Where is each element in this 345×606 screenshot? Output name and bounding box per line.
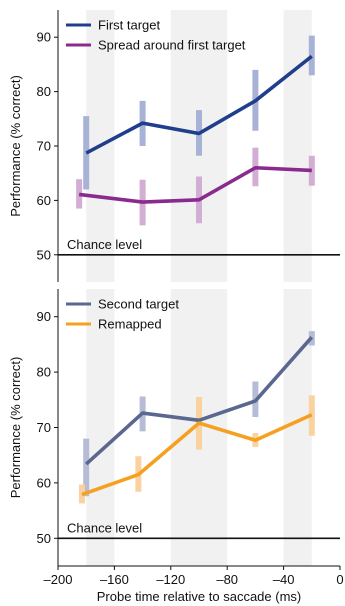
series-line (84, 336, 314, 466)
series-line (81, 413, 313, 497)
series-line (78, 165, 312, 204)
y-tick-label: 90 (37, 309, 51, 324)
y-tick-label: 60 (37, 475, 51, 490)
shaded-band (283, 10, 312, 282)
x-axis-label: Probe time relative to saccade (ms) (97, 589, 301, 604)
chance-level-label: Chance level (67, 520, 142, 535)
chart-panel-2: 50 60 70 80 90 Performance (% correct) Chance … (8, 289, 344, 604)
legend-label: Second target (98, 297, 179, 312)
y-axis-label: Performance (% correct) (8, 357, 23, 499)
y-tick-label: 60 (37, 193, 51, 208)
y-tick-label: 80 (37, 84, 51, 99)
series-line (85, 54, 313, 155)
shaded-band (283, 289, 312, 566)
legend-label: Remapped (98, 317, 162, 332)
y-axis-label: Performance (% correct) (8, 75, 23, 217)
y-tick-label: 50 (37, 531, 51, 546)
x-tick-label: –200 (44, 572, 73, 587)
y-tick-label: 50 (37, 247, 51, 262)
chart-panel-1: 50 60 70 80 90 Performance (% correct) Chance … (8, 10, 340, 282)
x-tick-label: –40 (273, 572, 295, 587)
y-tick-label: 70 (37, 420, 51, 435)
y-tick-label: 70 (37, 139, 51, 154)
chance-level-label: Chance level (67, 237, 142, 252)
y-tick-label: 90 (37, 30, 51, 45)
x-tick-label: –160 (100, 572, 129, 587)
x-tick-label: 0 (336, 572, 343, 587)
x-tick-label: –80 (216, 572, 238, 587)
shaded-band (86, 289, 115, 566)
y-tick-label: 80 (37, 365, 51, 380)
legend-label: First target (98, 18, 161, 33)
x-tick-label: –120 (156, 572, 185, 587)
legend-label: Spread around first target (98, 38, 246, 53)
